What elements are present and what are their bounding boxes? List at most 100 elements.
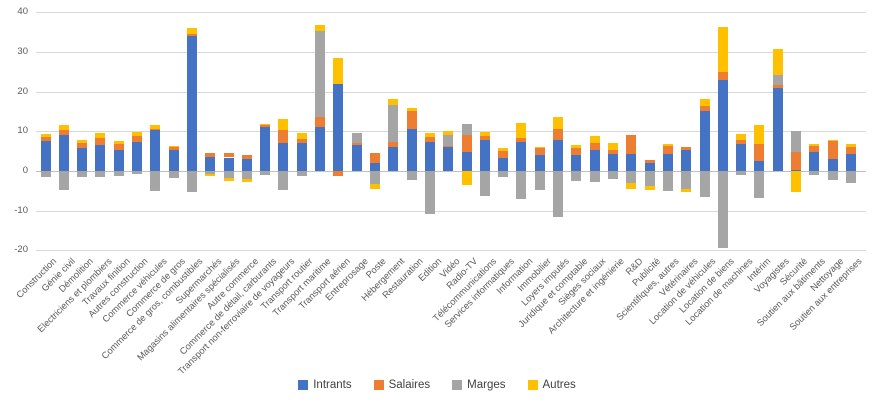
bar-segment-salaires: [516, 138, 527, 143]
bar-segment-salaires: [717, 71, 728, 81]
bar-segment-intrants: [168, 149, 179, 171]
bar-segment-salaires: [388, 142, 399, 147]
bar-segment-intrants: [113, 149, 124, 171]
bar-segment-autres: [223, 178, 234, 181]
bar-segment-salaires: [260, 125, 271, 128]
bar-segment-intrants: [388, 146, 399, 171]
bar-segment-autres: [809, 143, 820, 146]
bar-segment-marges: [260, 171, 271, 175]
bar-segment-intrants: [699, 111, 710, 171]
y-tick-label: 10: [17, 125, 28, 136]
bar-segment-intrants: [736, 143, 747, 171]
bar-segment-salaires: [278, 130, 289, 144]
bar-segment-marges: [370, 171, 381, 185]
bar-segment-marges: [626, 171, 637, 184]
bar-segment-salaires: [406, 110, 417, 129]
bar-segment-salaires: [736, 140, 747, 144]
bar-segment-salaires: [132, 136, 143, 142]
bar-segment-marges: [406, 171, 417, 181]
bar-segment-salaires: [662, 146, 673, 154]
bar-segment-intrants: [681, 149, 692, 171]
bar-segment-salaires: [370, 152, 381, 164]
bar-segment-intrants: [315, 126, 326, 171]
bar-segment-autres: [589, 136, 600, 144]
bar-segment-intrants: [662, 153, 673, 171]
bar-segment-intrants: [278, 143, 289, 171]
bar-segment-marges: [424, 171, 435, 214]
bar-segment-intrants: [571, 155, 582, 171]
bar-segment-intrants: [827, 159, 838, 171]
bar-segment-salaires: [40, 136, 51, 142]
bar-segment-intrants: [589, 149, 600, 171]
bar-segment-marges: [662, 171, 673, 191]
bar-segment-intrants: [717, 80, 728, 171]
bar-segment-salaires: [827, 141, 838, 160]
bar-segment-autres: [113, 140, 124, 144]
bar-segment-autres: [717, 26, 728, 72]
bar-segment-autres: [516, 122, 527, 139]
bar-segment-intrants: [608, 154, 618, 171]
bar-segment-salaires: [754, 143, 765, 162]
bar-segment-intrants: [351, 145, 362, 171]
bar-segment-autres: [571, 145, 582, 148]
bar-segment-marges: [534, 171, 545, 190]
bar-segment-marges: [699, 171, 710, 198]
bar-segment-intrants: [77, 147, 88, 171]
bar-segment-marges: [717, 171, 728, 249]
bar-segment-autres: [40, 134, 51, 137]
bar-segment-salaires: [424, 137, 435, 142]
bar-segment-autres: [626, 183, 637, 190]
bar-segment-autres: [443, 130, 454, 135]
bar-segment-intrants: [479, 140, 490, 171]
bar-segment-salaires: [223, 152, 234, 158]
y-tick-label: 30: [17, 46, 28, 57]
bar-segment-intrants: [626, 153, 637, 171]
bar-segment-marges: [516, 171, 527, 199]
legend-label: Marges: [467, 379, 506, 391]
bar-segment-intrants: [58, 135, 69, 171]
bar-segment-autres: [772, 49, 783, 76]
bar-segment-autres: [370, 184, 381, 189]
bar-segment-marges: [571, 171, 582, 182]
legend: Intrants Salaires Marges Autres: [0, 378, 874, 392]
bar-segment-marges: [278, 171, 289, 190]
legend-item-marges: Marges: [452, 378, 506, 392]
gridline: [35, 12, 866, 13]
bar-segment-marges: [241, 171, 252, 180]
bar-segment-intrants: [223, 157, 234, 171]
bar-segment-marges: [315, 30, 326, 117]
bar-segment-intrants: [809, 151, 820, 171]
bar-segment-salaires: [77, 142, 88, 148]
bar-segment-salaires: [699, 106, 710, 112]
bar-segment-salaires: [809, 145, 820, 152]
bar-segment-autres: [296, 133, 307, 140]
bar-segment-marges: [296, 171, 307, 177]
bar-segment-salaires: [534, 148, 545, 156]
bar-segment-salaires: [333, 171, 344, 176]
bar-segment-marges: [388, 105, 399, 142]
bar-segment-autres: [754, 124, 765, 144]
bar-segment-marges: [461, 123, 472, 136]
bar-segment-intrants: [260, 127, 271, 171]
y-tick-label: -10: [14, 205, 28, 216]
bar-segment-autres: [461, 171, 472, 185]
gridline: [35, 92, 866, 93]
bar-segment-intrants: [846, 153, 856, 171]
bar-segment-intrants: [498, 158, 509, 171]
bar-segment-salaires: [95, 137, 106, 146]
bar-segment-autres: [315, 24, 326, 31]
bar-segment-autres: [77, 139, 88, 143]
bar-segment-autres: [681, 189, 692, 192]
bar-segment-salaires: [846, 146, 856, 154]
bar-segment-autres: [846, 144, 856, 147]
bar-segment-marges: [443, 134, 454, 146]
bar-segment-salaires: [644, 159, 655, 164]
bar-segment-autres: [498, 148, 509, 152]
legend-swatch-icon: [373, 380, 384, 390]
bar-segment-marges: [58, 171, 69, 191]
bar-segment-marges: [827, 171, 838, 181]
bar-segment-autres: [205, 174, 216, 176]
bar-segment-autres: [186, 27, 197, 34]
